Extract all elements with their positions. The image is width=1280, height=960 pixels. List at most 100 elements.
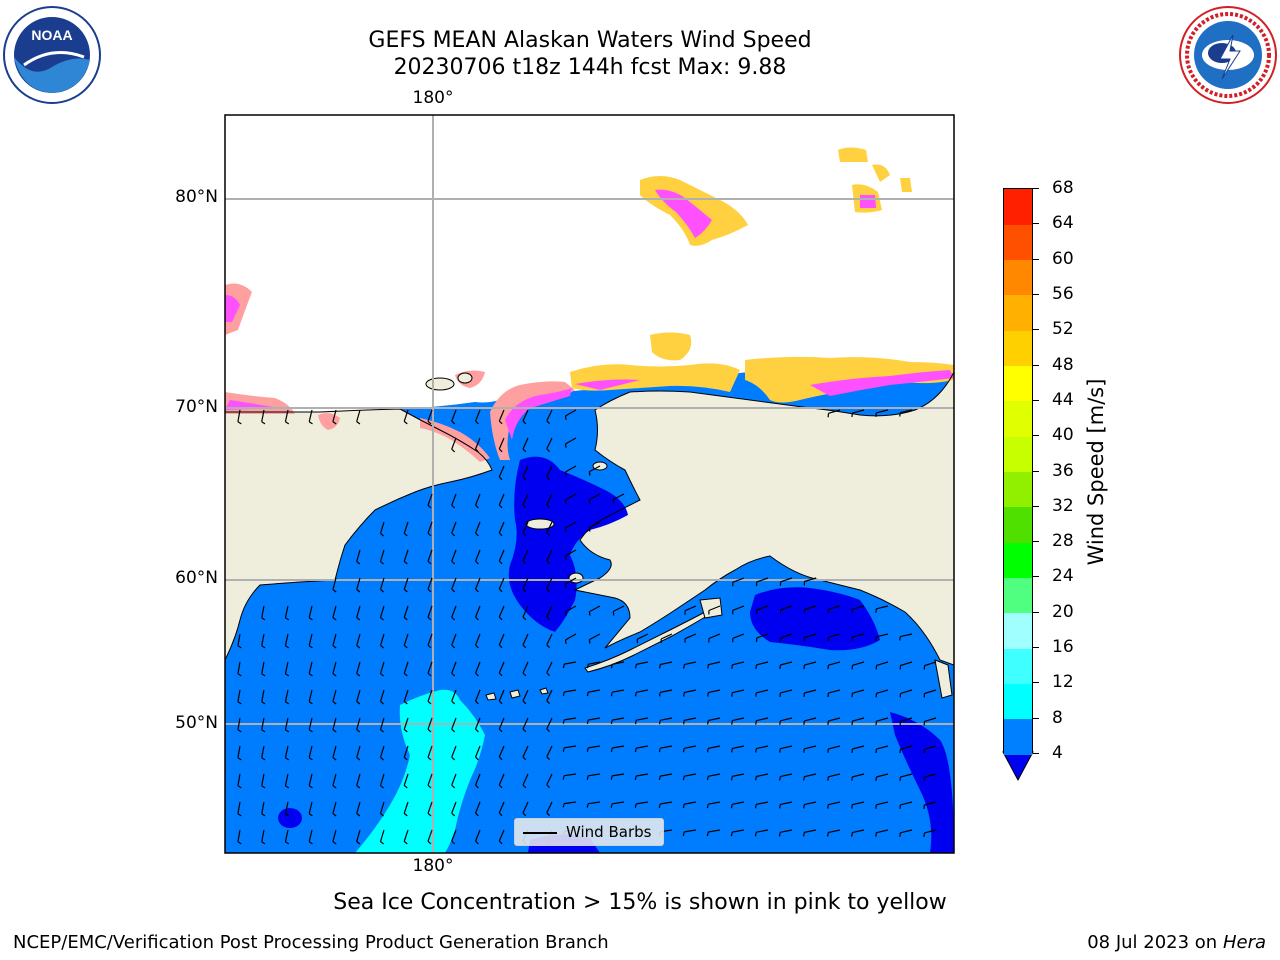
- legend-line-swatch: [523, 832, 557, 834]
- wind-barb-flag: [659, 664, 661, 669]
- wind-barb: [379, 773, 385, 786]
- wind-barb: [589, 465, 601, 473]
- wind-barb: [660, 633, 673, 640]
- wind-barb-flag: [356, 785, 361, 789]
- wind-barb: [564, 801, 577, 805]
- wind-barb-flag: [308, 813, 313, 817]
- colorbar-tick-label: 44: [1052, 389, 1074, 410]
- colorbar-segment: [1004, 577, 1032, 614]
- wind-barb-flag: [564, 415, 567, 420]
- gridlines: [225, 115, 954, 853]
- wind-barb-flag: [564, 527, 567, 532]
- footer-host: Hera: [1222, 932, 1266, 953]
- wind-barb: [308, 717, 313, 730]
- latitude-label-50: 50°N: [175, 713, 218, 733]
- wind-barb: [498, 633, 505, 646]
- wind-barb: [308, 745, 313, 758]
- wind-barb-flag: [498, 812, 503, 817]
- wind-barb: [356, 633, 361, 646]
- wind-barb-flag: [588, 639, 591, 644]
- wind-barb: [237, 829, 241, 842]
- wind-barb-flag: [356, 673, 361, 677]
- wind-barb: [379, 577, 385, 590]
- wind-barb: [660, 773, 673, 777]
- wind-barb-flag: [332, 617, 337, 621]
- wind-barb: [780, 773, 793, 778]
- wind-barb-flag: [285, 701, 290, 705]
- wind-barb-flag: [308, 841, 313, 845]
- wind-barb: [708, 745, 721, 749]
- wind-barb: [546, 689, 553, 702]
- wind-barb-flag: [899, 412, 901, 417]
- wind-barbs: [237, 409, 937, 845]
- wind-barb-flag: [564, 443, 567, 448]
- wind-barb-flag: [356, 813, 361, 817]
- wind-barb-flag: [451, 644, 456, 649]
- wind-barb-flag: [588, 471, 591, 476]
- wind-barb-flag: [522, 560, 527, 565]
- wind-barb: [565, 465, 577, 473]
- wind-barb-flag: [261, 617, 266, 621]
- wind-barb-flag: [731, 748, 733, 753]
- wind-barb-flag: [755, 692, 757, 697]
- wind-barb: [546, 577, 553, 590]
- wind-barb-flag: [308, 785, 313, 789]
- wind-barb: [522, 689, 529, 702]
- wind-barb: [498, 773, 505, 786]
- colorbar-tick: [1033, 505, 1039, 507]
- wind-barb-flag: [427, 784, 432, 789]
- wind-barb: [564, 689, 577, 693]
- colorbar-tick: [1033, 717, 1039, 719]
- wind-barb: [565, 409, 577, 417]
- wind-barb-flag: [851, 804, 853, 809]
- wind-barb: [546, 605, 553, 618]
- wind-barb: [924, 661, 937, 667]
- wind-barb: [828, 745, 841, 750]
- wind-barb-flag: [546, 476, 551, 481]
- wind-barb: [924, 829, 937, 834]
- wind-barb-flag: [285, 645, 290, 649]
- wind-barb: [498, 493, 505, 506]
- wind-barb: [522, 717, 529, 730]
- wind-barb: [261, 829, 265, 842]
- wind-barb-flag: [475, 840, 479, 845]
- wind-barb-flag: [610, 692, 613, 697]
- wind-barb: [804, 633, 817, 639]
- colorbar-tick-label: 12: [1052, 672, 1074, 693]
- wind-barb-flag: [403, 560, 408, 565]
- wind-barb-flag: [610, 803, 613, 808]
- wind-barb: [474, 409, 481, 422]
- wind-barb: [565, 633, 577, 641]
- latitude-label-80: 80°N: [175, 187, 218, 207]
- wind-barb-flag: [851, 832, 853, 837]
- wind-barb-flag: [706, 804, 709, 809]
- wind-barb-flag: [237, 673, 242, 677]
- wind-barb: [684, 745, 697, 749]
- wind-barb: [474, 829, 481, 842]
- colorbar-segment: [1004, 612, 1032, 649]
- wind-barb: [451, 493, 457, 506]
- wind-barb-flag: [546, 672, 551, 677]
- wind-barb: [356, 549, 361, 562]
- wind-barb-flag: [237, 757, 242, 761]
- wind-barb-flag: [755, 748, 757, 753]
- wind-barb: [427, 717, 433, 730]
- wind-barb-flag: [285, 813, 290, 817]
- wind-barb: [756, 773, 769, 778]
- colorbar-tick-label: 16: [1052, 637, 1074, 658]
- wind-barb-flag: [634, 803, 637, 808]
- wind-barb-flag: [475, 504, 479, 509]
- wind-barb: [474, 605, 481, 618]
- colorbar-tick: [1033, 435, 1039, 437]
- wind-barb: [708, 801, 721, 805]
- wind-barb-flag: [308, 729, 313, 733]
- wind-barb-flag: [803, 748, 805, 753]
- wind-barb-flag: [562, 663, 565, 669]
- wind-barb-flag: [610, 747, 613, 753]
- wind-barb: [403, 801, 409, 814]
- wind-barb-flag: [634, 720, 637, 725]
- wind-barb-flag: [498, 756, 503, 761]
- wind-barb-flag: [682, 803, 685, 809]
- wind-barb-flag: [707, 720, 709, 725]
- wind-barb: [924, 717, 937, 722]
